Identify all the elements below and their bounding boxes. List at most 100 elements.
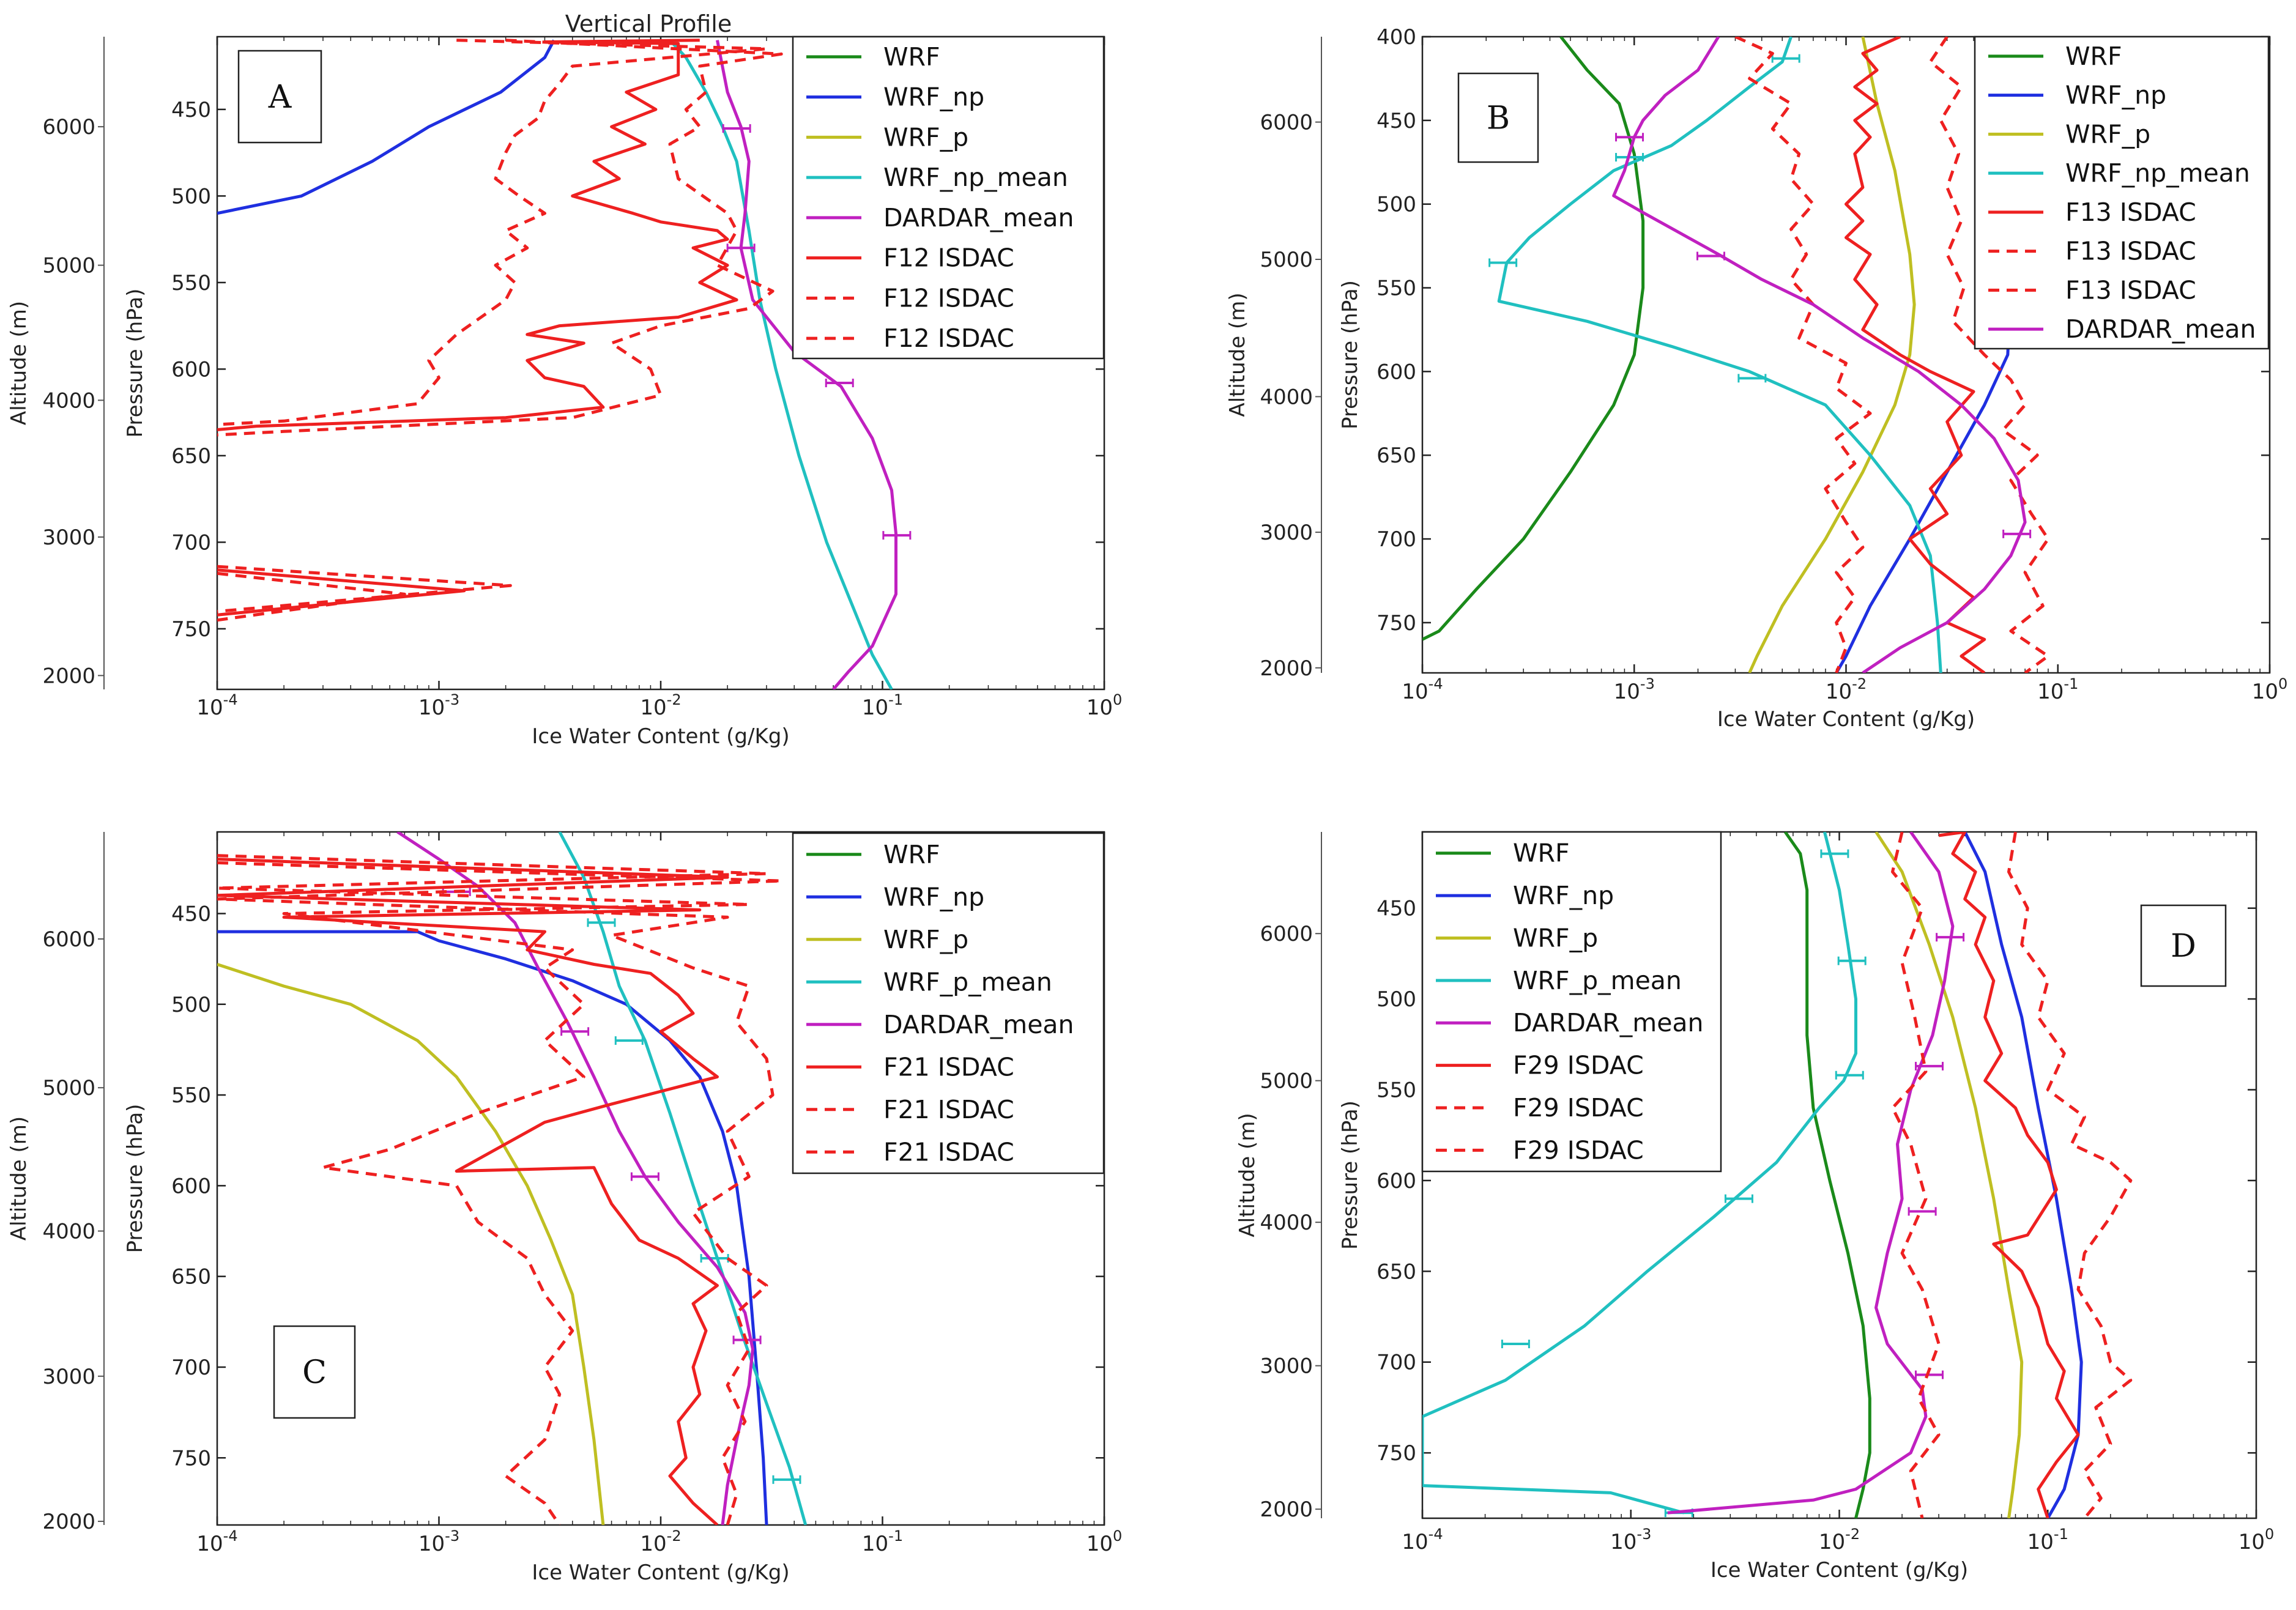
- y-tick-label: 750: [1376, 611, 1416, 636]
- altitude-tick-label: 2000: [42, 664, 95, 688]
- panel-label: D: [2171, 928, 2196, 965]
- x-tick-label: 10-4: [1402, 675, 1443, 704]
- series-line-f12-isdac: [217, 571, 406, 622]
- series-line-f21-isdac: [217, 858, 729, 1525]
- x-axis-label: Ice Water Content (g/Kg): [532, 724, 789, 749]
- x-tick-label: 10-3: [418, 1527, 459, 1556]
- chart-title: Vertical Profile: [565, 10, 732, 37]
- y-axis-label: Pressure (hPa): [123, 1104, 147, 1253]
- altitude-tick-label: 5000: [1260, 1069, 1313, 1094]
- legend-entry-label: DARDAR_mean: [1513, 1008, 1704, 1037]
- altitude-tick-label: 5000: [1260, 248, 1313, 272]
- x-tick-label: 10-2: [640, 691, 681, 720]
- altitude-axis-label: Altitude (m): [7, 301, 31, 425]
- series-line-dardar-mean: [1612, 37, 2027, 673]
- series-group: [217, 39, 912, 689]
- altitude-tick-label: 3000: [42, 1365, 95, 1389]
- y-tick-label: 600: [171, 357, 211, 382]
- y-tick-label: 550: [1376, 276, 1416, 301]
- legend: WRF WRF_np WRF_p WRF_p_mean DARDAR_mean F29 I…: [1421, 831, 1722, 1173]
- legend-entry-label: F13 ISDAC: [2065, 198, 2196, 227]
- altitude-tick-label: 2000: [1260, 656, 1313, 681]
- panel-label: B: [1487, 100, 1510, 137]
- legend-frame: [1974, 35, 2270, 350]
- altitude-tick-label: 6000: [42, 115, 95, 139]
- altitude-tick-label: 6000: [1260, 111, 1313, 135]
- series-line-wrf-np: [217, 39, 555, 215]
- altitude-tick-label: 4000: [1260, 1211, 1313, 1235]
- series-group: [217, 832, 808, 1525]
- y-tick-label: 450: [171, 98, 211, 122]
- y-tick-label: 700: [171, 530, 211, 555]
- legend: WRF WRF_np WRF_p WRF_np_mean F13 ISDAC F13 IS…: [1974, 35, 2270, 350]
- series-line-wrf-np: [1963, 832, 2083, 1518]
- legend-entry-label: WRF: [883, 840, 940, 869]
- legend-entry-label: WRF_p: [2065, 119, 2150, 149]
- altitude-tick-label: 4000: [42, 388, 95, 413]
- y-tick-label: 550: [171, 271, 211, 295]
- y-tick-label: 700: [1376, 527, 1416, 552]
- legend-entry-label: WRF_np: [2065, 81, 2166, 110]
- legend-entry-label: F21 ISDAC: [883, 1137, 1014, 1167]
- series-line-f21-isdac: [217, 861, 783, 1525]
- series-line-wrf-p-mean: [1422, 832, 1857, 1515]
- legend-entry-label: F12 ISDAC: [883, 243, 1014, 273]
- series-line-f29-isdac: [1938, 832, 2080, 1518]
- altitude-tick-label: 5000: [42, 1076, 95, 1100]
- y-tick-label: 750: [171, 1446, 211, 1471]
- series-line-wrf-np-mean: [1497, 37, 1942, 673]
- legend-entry-label: WRF_p_mean: [1513, 966, 1682, 995]
- legend-entry-label: F13 ISDAC: [2065, 237, 2196, 266]
- series-line-f12-isdac: [217, 39, 738, 431]
- y-tick-label: 700: [171, 1356, 211, 1380]
- series-line-f12-isdac: [217, 39, 783, 437]
- y-tick-label: 500: [1376, 987, 1416, 1012]
- altitude-tick-label: 6000: [1260, 922, 1313, 946]
- legend-entry-label: DARDAR_mean: [2065, 314, 2256, 344]
- y-tick-label: 550: [1376, 1078, 1416, 1102]
- panel-label-box: [273, 1325, 356, 1419]
- legend-entry-label: F21 ISDAC: [883, 1095, 1014, 1124]
- panel-label: C: [302, 1354, 327, 1391]
- series-line-f21-isdac: [217, 854, 768, 1525]
- series-line-wrf-p: [217, 963, 605, 1525]
- x-axis-label: Ice Water Content (g/Kg): [1711, 1558, 1968, 1582]
- legend-entry-label: WRF_np: [883, 882, 984, 911]
- series-line-wrf-np: [217, 930, 768, 1525]
- series-line-f12-isdac: [217, 565, 512, 614]
- legend-entry-label: WRF_np: [1513, 881, 1614, 910]
- legend-frame: [792, 35, 1105, 360]
- series-line-dardar-mean: [1667, 832, 1955, 1515]
- panel-label-box: [2140, 904, 2227, 987]
- legend-entry-label: WRF_np_mean: [2065, 158, 2250, 188]
- legend-entry-label: F13 ISDAC: [2065, 275, 2196, 305]
- legend-entry-label: WRF: [883, 42, 940, 72]
- altitude-tick-label: 3000: [1260, 1354, 1313, 1379]
- legend-entry-label: WRF: [1513, 839, 1570, 868]
- panel-c: 10-4 10-3 10-2 10-1 100450500550600650700750…: [7, 831, 1122, 1585]
- series-line-f13-isdac: [1845, 37, 1986, 673]
- altitude-axis-label: Altitude (m): [1225, 292, 1250, 417]
- y-tick-label: 550: [171, 1083, 211, 1108]
- legend-entry-label: F29 ISDAC: [1513, 1051, 1644, 1080]
- y-tick-label: 600: [1376, 1169, 1416, 1193]
- y-axis-label: Pressure (hPa): [123, 289, 147, 438]
- legend-frame: [792, 832, 1105, 1174]
- x-axis-label: Ice Water Content (g/Kg): [532, 1560, 789, 1585]
- x-tick-label: 10-4: [196, 1527, 237, 1556]
- altitude-tick-label: 4000: [42, 1220, 95, 1244]
- series-line-f29-isdac: [1891, 832, 1941, 1518]
- y-tick-label: 600: [171, 1174, 211, 1198]
- legend-entry-label: F12 ISDAC: [883, 324, 1014, 353]
- y-tick-label: 500: [171, 184, 211, 209]
- series-line-wrf-p: [1748, 37, 1916, 673]
- y-tick-label: 700: [1376, 1351, 1416, 1375]
- y-axis-label: Pressure (hPa): [1338, 1100, 1362, 1250]
- legend-entry-label: WRF_p: [1513, 923, 1598, 952]
- legend-entry-label: DARDAR_mean: [883, 203, 1074, 232]
- legend-entry-label: WRF_p: [883, 122, 968, 152]
- series-line-wrf: [1422, 37, 1645, 641]
- series-line-f13-isdac: [1928, 37, 2050, 673]
